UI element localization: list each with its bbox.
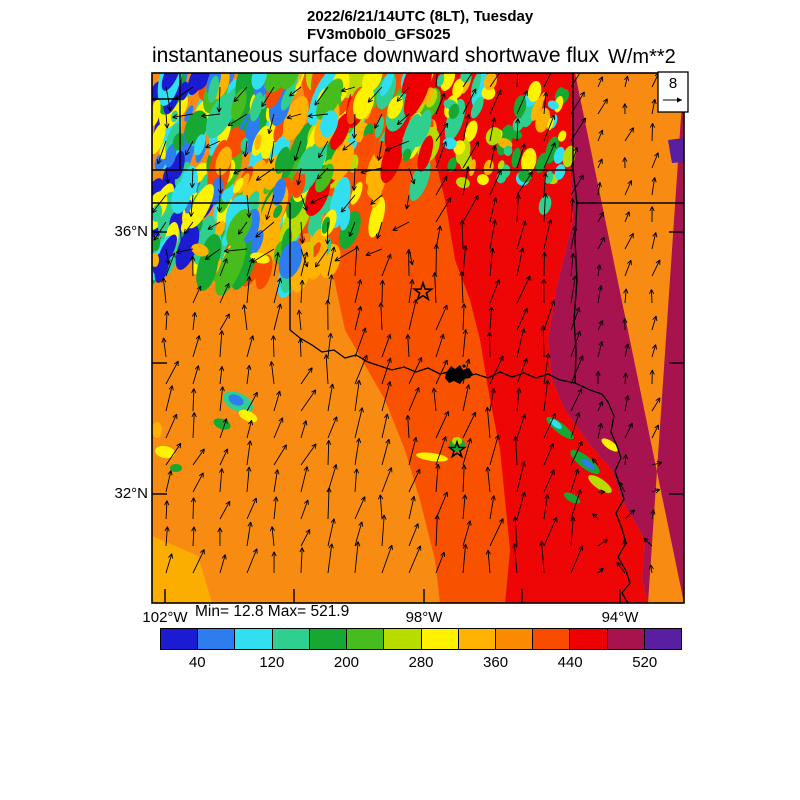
colorbar-tick-label: 200	[333, 654, 359, 671]
lon-tick-label: 94°W	[601, 609, 639, 626]
colorbar-segment	[570, 629, 608, 649]
colorbar-segment	[272, 629, 310, 649]
state-borders	[152, 73, 684, 384]
colorbar-segment	[309, 629, 348, 649]
colorbar-tick-label: 360	[483, 654, 509, 671]
colorbar-segment	[533, 629, 571, 649]
colorbar-segment	[607, 629, 645, 649]
cloud-field	[152, 73, 619, 504]
colorbar	[160, 628, 682, 650]
plot-title: instantaneous surface downward shortwave…	[152, 44, 600, 67]
colorbar-tick-label: 120	[259, 654, 285, 671]
axis-ticks	[152, 231, 684, 603]
colorbar-tick-label: 40	[188, 654, 206, 671]
fill-purple-patch	[668, 138, 684, 163]
lat-tick-label-36n: 36°N	[114, 223, 148, 240]
colorbar-tick-label: 440	[557, 654, 583, 671]
plot-units-label: W/m**2	[608, 46, 676, 68]
colorbar-segment	[235, 629, 273, 649]
lake-dot	[462, 364, 466, 368]
map-frame	[151, 72, 685, 604]
colorbar-segment	[644, 629, 682, 649]
colorbar-segment	[347, 629, 385, 649]
star-city-dfw	[447, 439, 467, 459]
map-layers	[152, 73, 684, 603]
reference-arrow-head	[677, 97, 682, 103]
lon-tick-label: 102°W	[142, 609, 188, 626]
colorbar-segment	[161, 629, 199, 649]
colorbar-segment	[198, 629, 236, 649]
field-minmax-text: Min= 12.8 Max= 521.9	[195, 603, 350, 620]
lon-tick-label: 98°W	[405, 609, 443, 626]
header-datetime: 2022/6/21/14UTC (8LT), Tuesday	[307, 8, 534, 25]
colorbar-segment	[458, 629, 496, 649]
lat-tick-label-32n: 32°N	[114, 485, 148, 502]
fill-gold-corner	[152, 536, 212, 603]
colorbar-segment	[421, 629, 459, 649]
header-model-name: FV3m0b0l0_GFS025	[307, 26, 451, 43]
colorbar-segment	[384, 629, 422, 649]
colorbar-tick-label: 280	[408, 654, 434, 671]
colorbar-tick-label: 520	[632, 654, 658, 671]
rivers	[289, 329, 631, 603]
fill-orange-red-band	[300, 73, 510, 603]
fill-magenta-band	[548, 73, 684, 603]
reference-vector-box: 8	[657, 71, 689, 113]
colorbar-segment	[495, 629, 534, 649]
wind-vectors	[152, 73, 663, 574]
star-city-okc	[412, 280, 434, 302]
reference-vector-value: 8	[669, 75, 677, 92]
